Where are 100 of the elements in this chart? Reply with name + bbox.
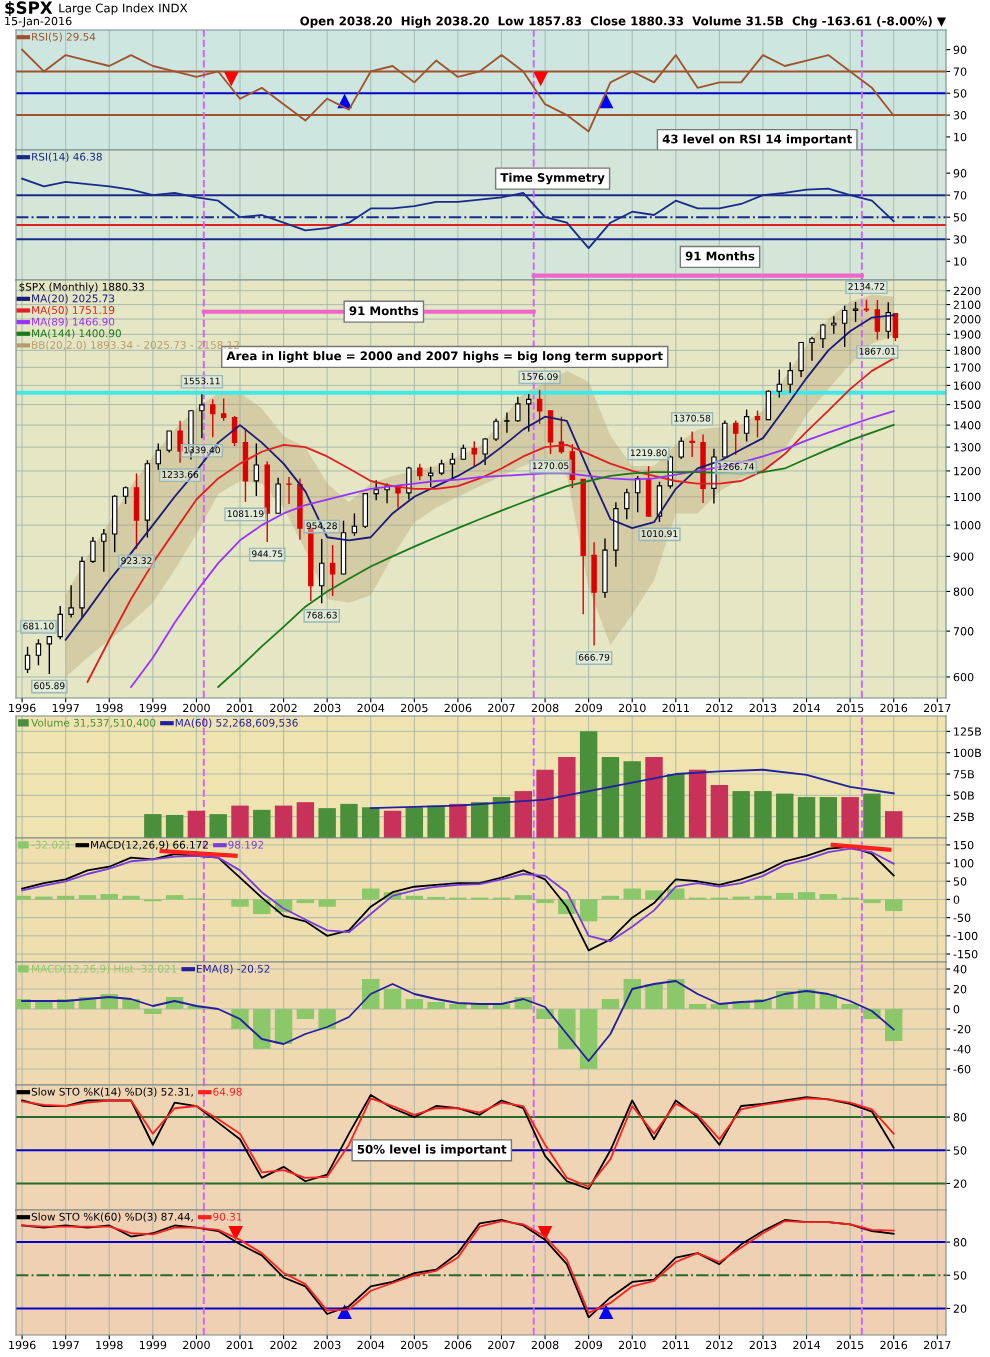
annotation: Area in light blue = 2000 and 2007 highs = big long term support xyxy=(226,351,663,363)
y-tick-label: 800 xyxy=(953,587,974,596)
y-tick-label: 1000 xyxy=(954,521,981,530)
y-tick-label: 2000 xyxy=(953,315,981,324)
y-tick-label: -20 xyxy=(953,1024,971,1034)
y-tick-label: 1700 xyxy=(954,363,981,372)
x-tick-label: 1999 xyxy=(139,703,167,713)
x-tick-label: 2013 xyxy=(749,1340,777,1350)
legend-label: MA(60) 52,268,609,536 xyxy=(175,718,298,728)
annotation: 50% level is important xyxy=(357,1144,507,1156)
y-tick-label: 25B xyxy=(953,812,974,822)
x-tick-label: 2012 xyxy=(706,1340,733,1350)
x-tick-label: 2002 xyxy=(270,1340,297,1350)
text: Open 2038.20 High 2038.20 Low 1857.83 Close 1880.33 Volume 31.5B Chg -163.61 (-8.00%) ▼ xyxy=(300,16,946,28)
x-tick-label: 2007 xyxy=(488,703,515,713)
x-tick-label: 2013 xyxy=(749,703,777,713)
x-tick-label: 2008 xyxy=(531,703,559,713)
annotation: 666.79 xyxy=(578,653,610,661)
y-tick-label: -60 xyxy=(953,1064,971,1074)
x-tick-label: 2007 xyxy=(488,1340,515,1350)
y-tick-label: 80 xyxy=(953,1238,967,1247)
annotation: 1081.19 xyxy=(227,510,264,518)
legend-label: MA(50) 1751.19 xyxy=(32,305,115,316)
legend-label: -32.021 xyxy=(31,840,71,849)
y-tick-label: 125B xyxy=(954,727,981,736)
x-tick-label: 2002 xyxy=(270,703,297,713)
x-tick-label: 2003 xyxy=(313,1340,341,1350)
annotation: 1010.91 xyxy=(641,530,678,538)
annotation: 43 level on RSI 14 important xyxy=(662,134,852,146)
y-tick-label: 1500 xyxy=(954,400,981,409)
x-tick-label: 2000 xyxy=(183,1340,210,1350)
annotation: 605.89 xyxy=(34,682,65,690)
annotation: 681.10 xyxy=(23,622,54,630)
annotation: 1867.01 xyxy=(859,347,896,355)
y-tick-label: 1900 xyxy=(954,330,981,339)
y-tick-label: -40 xyxy=(953,1044,971,1054)
x-tick-label: 2004 xyxy=(357,703,385,713)
annotation: 923.32 xyxy=(121,557,152,564)
annotation: 1576.09 xyxy=(521,373,558,380)
legend-label: 98.192 xyxy=(228,840,264,849)
y-tick-label: 1200 xyxy=(954,466,981,476)
y-tick-label: 90 xyxy=(953,45,967,55)
x-tick-label: 2014 xyxy=(793,1340,821,1350)
x-tick-label: 2004 xyxy=(357,1340,385,1350)
y-tick-label: 1300 xyxy=(954,443,981,452)
x-tick-label: 2015 xyxy=(836,703,864,713)
x-tick-label: 2006 xyxy=(444,1340,472,1350)
x-tick-label: 1997 xyxy=(52,1340,79,1350)
x-tick-label: 2003 xyxy=(313,703,341,713)
annotation: 944.75 xyxy=(252,550,283,558)
x-tick-label: 1996 xyxy=(9,703,36,713)
x-tick-label: 2005 xyxy=(401,1340,428,1350)
y-tick-label: 80 xyxy=(953,1113,967,1122)
legend-label: RSI(14) 46.38 xyxy=(32,152,102,162)
y-tick-label: 70 xyxy=(953,67,967,76)
y-tick-label: 100B xyxy=(954,748,981,758)
legend-label: MACD(12,26,9) 66.172 xyxy=(91,840,208,850)
y-tick-label: 600 xyxy=(953,672,974,682)
y-tick-label: 30 xyxy=(953,235,967,244)
y-tick-label: 0 xyxy=(953,1004,960,1014)
x-tick-label: 2010 xyxy=(618,703,646,713)
legend-label: Slow STO %K(60) %D(3) 87.44, xyxy=(31,1212,193,1222)
y-tick-label: -50 xyxy=(953,913,971,923)
x-tick-label: 2010 xyxy=(618,1340,646,1350)
y-tick-label: 2200 xyxy=(953,286,981,296)
legend-title: $SPX (Monthly) 1880.33 xyxy=(19,282,144,293)
y-tick-label: 50 xyxy=(953,213,967,222)
chart-subtitle: Large Cap Index INDX xyxy=(59,3,188,15)
x-tick-label: 2011 xyxy=(662,1340,689,1350)
y-tick-label: 10 xyxy=(954,132,967,142)
annotation: 91 Months xyxy=(349,306,419,316)
y-tick-label: 50 xyxy=(953,1146,967,1155)
annotation: 1339.40 xyxy=(184,446,220,454)
annotation: 768.63 xyxy=(306,611,337,619)
y-tick-label: 70 xyxy=(953,191,967,200)
y-tick-label: 20 xyxy=(953,984,967,994)
y-tick-label: -150 xyxy=(953,949,978,959)
x-tick-label: 2001 xyxy=(226,703,254,713)
y-tick-label: 0 xyxy=(953,895,960,904)
legend-label: 90.31 xyxy=(213,1212,242,1221)
legend-label: MA(89) 1466.90 xyxy=(32,317,115,327)
x-tick-label: 2017 xyxy=(923,1340,951,1350)
x-tick-label: 2001 xyxy=(226,1340,254,1350)
x-tick-label: 2015 xyxy=(836,1340,864,1350)
x-tick-label: 1997 xyxy=(52,703,79,713)
x-tick-label: 1998 xyxy=(96,703,123,713)
annotation: Time Symmetry xyxy=(500,172,605,185)
y-tick-label: 900 xyxy=(953,552,974,561)
chart-title: $SPX xyxy=(5,1,53,17)
x-tick-label: 1996 xyxy=(9,1340,36,1350)
x-tick-label: 2009 xyxy=(575,703,602,713)
legend-label: MA(20) 2025.73 xyxy=(32,294,115,304)
y-tick-label: 10 xyxy=(954,257,967,266)
annotation: 1266.74 xyxy=(718,463,754,470)
y-tick-label: 75B xyxy=(953,770,974,779)
y-tick-label: -100 xyxy=(953,931,978,941)
y-tick-label: 30 xyxy=(953,111,967,120)
x-tick-label: 1999 xyxy=(139,1340,167,1350)
x-tick-label: 2016 xyxy=(880,1340,908,1350)
y-tick-label: 20 xyxy=(953,1304,967,1313)
